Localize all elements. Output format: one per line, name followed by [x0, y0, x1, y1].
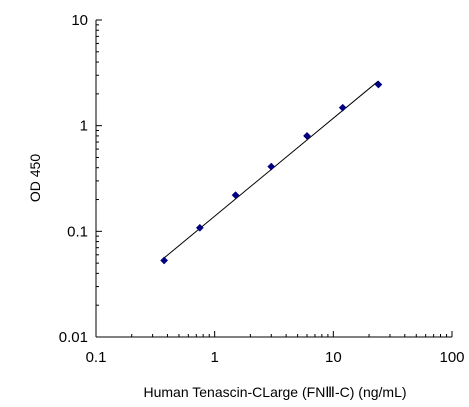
data-point [195, 223, 204, 232]
y-tick-label: 10 [71, 12, 88, 29]
data-point [374, 80, 383, 89]
data-points [160, 80, 383, 265]
x-tick-label: 100 [439, 349, 464, 366]
data-point [160, 256, 169, 265]
data-point [303, 131, 311, 140]
y-tick-label: 1 [80, 118, 88, 135]
x-axis-title: Human Tenascin-CLarge (FNⅢ-C) (ng/mL) [143, 384, 406, 400]
y-axis-title: OD 450 [27, 154, 43, 202]
x-tick-label: 10 [325, 349, 342, 366]
x-tick-label: 1 [210, 349, 218, 366]
major-ticks [95, 19, 453, 338]
y-tick-label: 0.01 [59, 329, 88, 346]
x-tick-labels: 0.1 1 10 100 [86, 349, 465, 366]
data-point [338, 103, 347, 112]
axes [95, 20, 452, 338]
x-tick-label: 0.1 [86, 349, 107, 366]
data-point [231, 191, 240, 200]
data-point [267, 162, 276, 171]
minor-ticks [96, 24, 448, 337]
y-tick-label: 0.1 [67, 223, 88, 240]
y-tick-labels: 0.01 0.1 1 10 [59, 12, 88, 346]
